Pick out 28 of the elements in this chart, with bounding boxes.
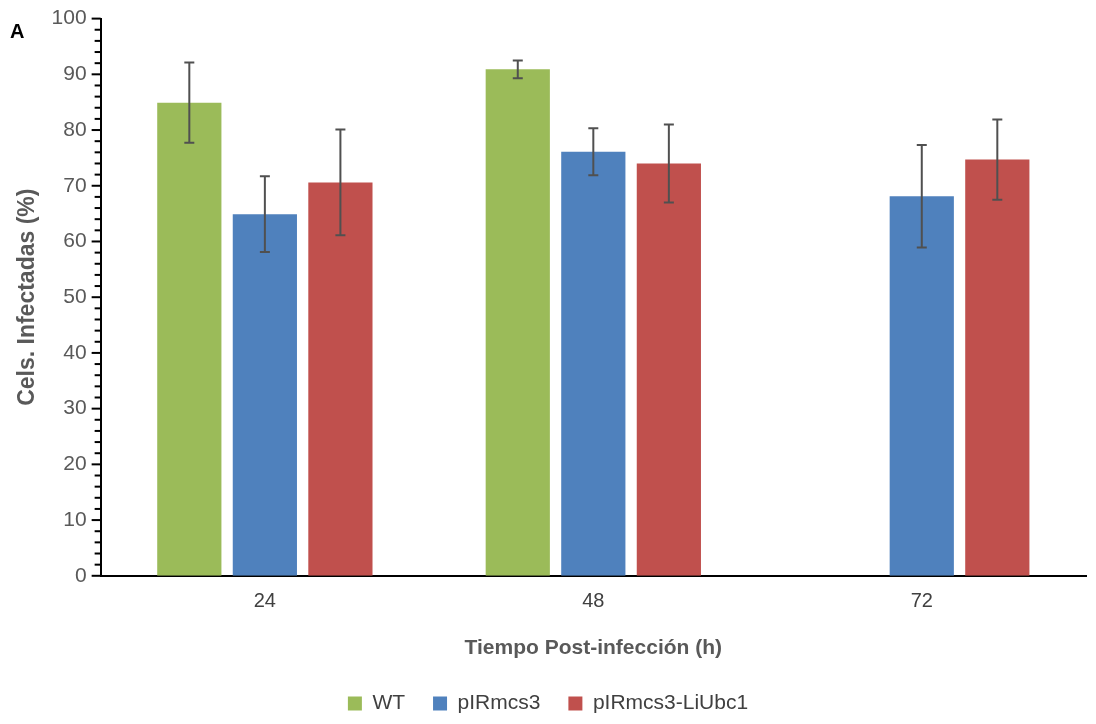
y-tick-label: 100 <box>51 5 87 29</box>
legend-label: pIRmcs3 <box>457 690 541 714</box>
y-axis-title: Cels. Infectadas (%) <box>13 188 40 406</box>
legend-label: WT <box>372 690 406 714</box>
y-tick-label: 90 <box>63 61 87 85</box>
y-tick-label: 50 <box>63 284 87 307</box>
bar <box>308 182 373 576</box>
y-tick-label: 40 <box>63 339 87 363</box>
y-tick-label: 80 <box>63 116 87 140</box>
bar <box>889 196 954 576</box>
x-tick-label: 24 <box>253 589 276 612</box>
text: A <box>10 19 25 42</box>
y-tick-label: 20 <box>63 451 87 475</box>
bar <box>636 163 701 576</box>
bar <box>561 151 626 576</box>
x-tick-label: 72 <box>910 589 933 612</box>
y-tick-label: 0 <box>74 562 87 586</box>
bar <box>485 69 550 576</box>
y-tick-label: 30 <box>63 395 87 419</box>
bar <box>965 159 1030 576</box>
y-tick-label: 70 <box>63 172 87 196</box>
x-axis-title: Tiempo Post-infección (h) <box>464 635 723 659</box>
y-tick-label: 10 <box>63 506 87 530</box>
x-tick-label: 48 <box>582 589 605 612</box>
legend-label: pIRmcs3-LiUbc1 <box>592 690 749 714</box>
bar <box>232 214 297 576</box>
y-tick-label: 60 <box>63 228 87 252</box>
bar <box>157 102 222 576</box>
